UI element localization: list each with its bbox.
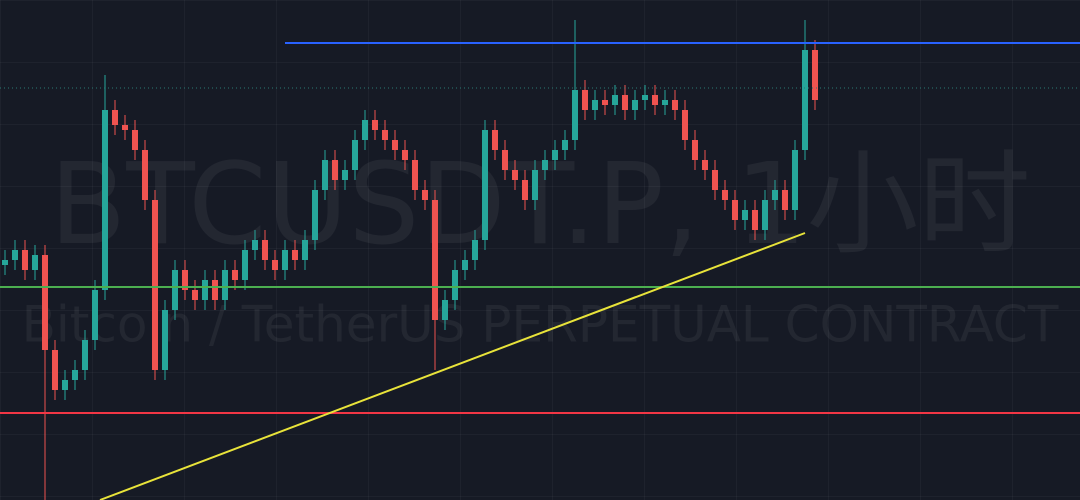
candle-body xyxy=(42,255,48,350)
candle-body xyxy=(712,170,718,190)
candle-body xyxy=(332,160,338,180)
candle-body xyxy=(422,190,428,200)
candle-body xyxy=(302,240,308,260)
candle-body xyxy=(742,210,748,220)
candle-body xyxy=(692,140,698,160)
candle-body xyxy=(492,130,498,150)
candle-body xyxy=(262,240,268,260)
candle-body xyxy=(662,100,668,105)
candle-body xyxy=(482,130,488,240)
candle-body xyxy=(212,280,218,300)
candle-body xyxy=(552,150,558,160)
candle-body xyxy=(282,250,288,270)
candle-body xyxy=(652,95,658,105)
candle-body xyxy=(722,190,728,200)
candle-body xyxy=(82,340,88,370)
candle-body xyxy=(122,125,128,130)
candle-body xyxy=(602,100,608,105)
candle-body xyxy=(432,200,438,320)
candle-body xyxy=(102,110,108,290)
candle-body xyxy=(62,380,68,390)
candle-body xyxy=(12,250,18,260)
candle-body xyxy=(272,260,278,270)
candle-body xyxy=(322,160,328,190)
candle-body xyxy=(412,160,418,190)
candle-body xyxy=(562,140,568,150)
candle-body xyxy=(182,270,188,290)
candle-body xyxy=(512,170,518,180)
candle-body xyxy=(172,270,178,310)
candle-body xyxy=(132,130,138,150)
candle-body xyxy=(232,270,238,280)
candle-body xyxy=(152,200,158,370)
candle-body xyxy=(452,270,458,300)
candle-body xyxy=(52,350,58,390)
candle-body xyxy=(532,170,538,200)
candle-body xyxy=(732,200,738,220)
candle-body xyxy=(252,240,258,250)
watermark-subtitle: Bitcoin / TetherUS PERPETUAL CONTRACT xyxy=(22,296,1059,354)
candle-body xyxy=(162,310,168,370)
candle-body xyxy=(2,260,8,265)
candle-body xyxy=(32,255,38,270)
candle-body xyxy=(142,150,148,200)
candle-body xyxy=(342,170,348,180)
candle-body xyxy=(462,260,468,270)
candle-body xyxy=(762,200,768,230)
candle-body xyxy=(642,95,648,100)
candle-body xyxy=(472,240,478,260)
candle-body xyxy=(222,270,228,300)
candle-body xyxy=(92,290,98,340)
trend-line xyxy=(99,232,806,500)
candle-body xyxy=(792,150,798,210)
watermark-title: BTCUSDT.P, 1小时 xyxy=(50,140,1031,270)
candle-body xyxy=(612,95,618,105)
candle-body xyxy=(312,190,318,240)
candle-body xyxy=(502,150,508,170)
candle-body xyxy=(242,250,248,280)
candle-body xyxy=(442,300,448,320)
candle-body xyxy=(382,130,388,140)
candle-body xyxy=(812,50,818,100)
candle-body xyxy=(672,100,678,110)
candle-body xyxy=(72,370,78,380)
candle-body xyxy=(542,160,548,170)
candle-body xyxy=(522,180,528,200)
candle-body xyxy=(702,160,708,170)
candle-body xyxy=(782,190,788,210)
candle-body xyxy=(392,140,398,150)
candle-body xyxy=(682,110,688,140)
candle-body xyxy=(372,120,378,130)
candle-body xyxy=(192,290,198,300)
candle-body xyxy=(772,190,778,200)
candle-body xyxy=(292,250,298,260)
candle-body xyxy=(582,90,588,110)
candle-body xyxy=(402,150,408,160)
candle-body xyxy=(112,110,118,125)
candle-body xyxy=(632,100,638,110)
candle-body xyxy=(622,95,628,110)
candle-body xyxy=(202,280,208,300)
candle-body xyxy=(352,140,358,170)
candle-body xyxy=(572,90,578,140)
candle-body xyxy=(592,100,598,110)
candle-body xyxy=(22,250,28,270)
candle-body xyxy=(752,210,758,230)
candle-body xyxy=(802,50,808,150)
candle-body xyxy=(362,120,368,140)
